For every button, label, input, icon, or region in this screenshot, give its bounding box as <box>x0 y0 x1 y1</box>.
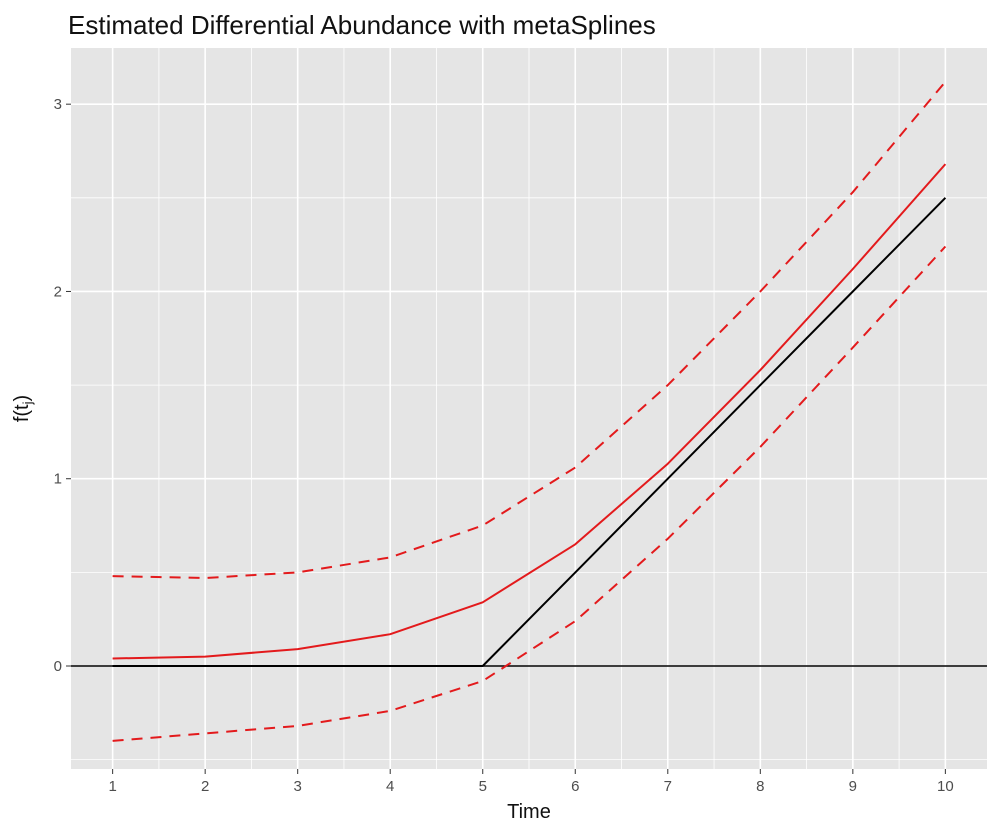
y-axis-title: f(tj) <box>11 395 35 422</box>
series-line-upper-bound <box>112 81 947 579</box>
x-tick-label: 2 <box>201 778 209 795</box>
x-tick-label: 8 <box>756 778 764 795</box>
y-tick-label: 1 <box>54 471 62 488</box>
y-tick-label: 0 <box>54 658 62 675</box>
y-tick-label: 3 <box>54 96 62 113</box>
series-line-estimate <box>112 163 947 660</box>
y-axis-title-base: f(t <box>11 404 33 422</box>
series-layer <box>71 81 987 742</box>
x-tick-label: 9 <box>849 778 857 795</box>
y-axis-title-close: ) <box>11 395 33 402</box>
y-tick-label: 2 <box>54 283 62 300</box>
x-axis-title: Time <box>507 801 551 823</box>
x-tick-label: 5 <box>479 778 487 795</box>
x-tick-label: 7 <box>664 778 672 795</box>
series-line-lower-bound <box>112 245 947 742</box>
x-tick-label: 6 <box>571 778 579 795</box>
x-tick-label: 10 <box>937 778 954 795</box>
y-axis-title-subscript: j <box>20 401 35 405</box>
chart-title: Estimated Differential Abundance with me… <box>68 10 656 40</box>
x-tick-label: 1 <box>108 778 116 795</box>
x-tick-label: 4 <box>386 778 394 795</box>
series-line-true-function <box>112 197 947 667</box>
axis-ticks: 1 2 3 4 5 6 7 8 9 10 0 1 2 3 <box>54 96 954 795</box>
x-tick-label: 3 <box>294 778 302 795</box>
